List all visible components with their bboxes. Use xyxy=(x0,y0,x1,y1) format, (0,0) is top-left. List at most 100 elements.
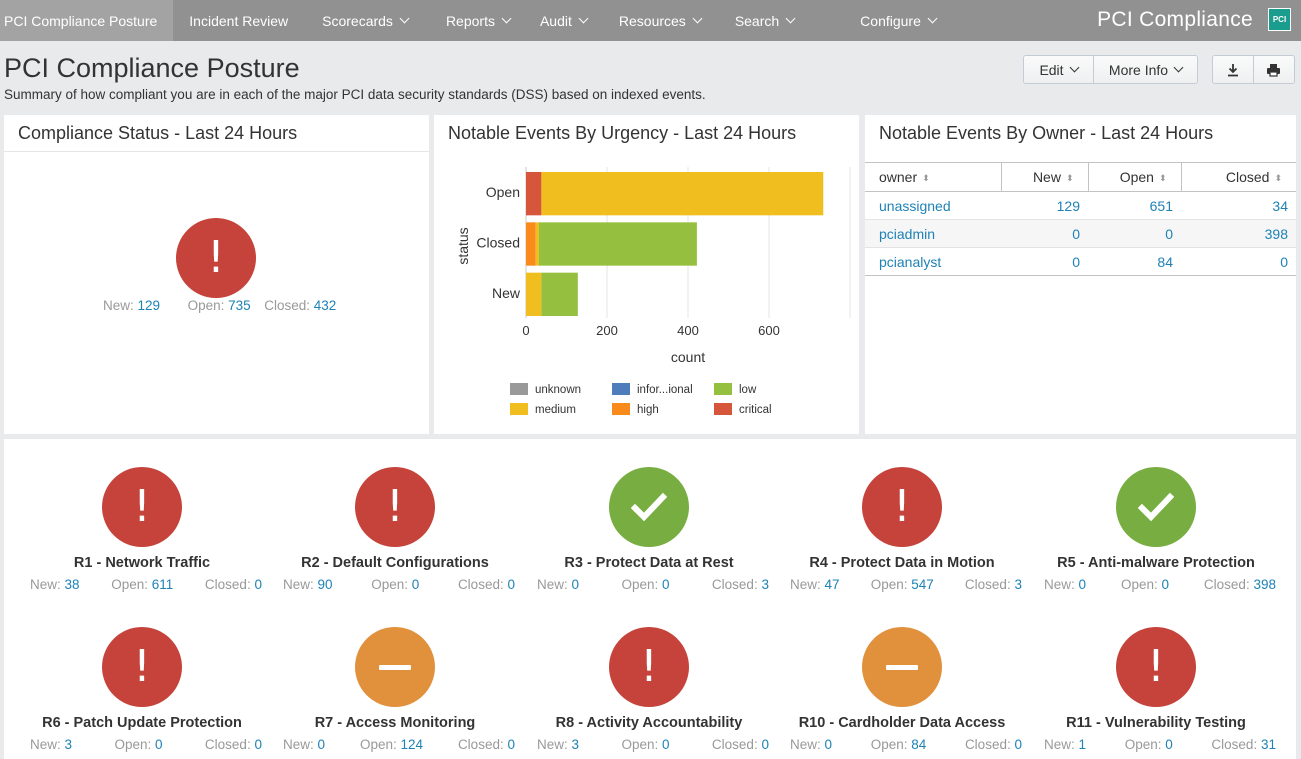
open-cell[interactable]: 651 xyxy=(1088,191,1181,220)
nav-item-scorecards[interactable]: Scorecards xyxy=(304,0,424,41)
open-count-value[interactable]: 0 xyxy=(155,737,163,752)
more-info-button[interactable]: More Info xyxy=(1094,56,1197,83)
closed-count-value[interactable]: 0 xyxy=(761,737,769,752)
legend-label[interactable]: high xyxy=(637,404,659,416)
requirement-counts: New: 38 Open: 611 Closed: 0 xyxy=(30,577,262,592)
x-tick-label: 600 xyxy=(758,323,780,338)
requirement-status-indicator: ! xyxy=(355,467,435,547)
column-header-new[interactable]: New ⬍ xyxy=(1001,162,1089,192)
nav-item-reports[interactable]: Reports xyxy=(424,0,526,41)
open-count-value[interactable]: 611 xyxy=(151,577,174,592)
closed-count-value[interactable]: 0 xyxy=(254,737,262,752)
exclamation-icon: ! xyxy=(133,641,151,692)
new-count-value[interactable]: 0 xyxy=(317,737,326,752)
open-count-value[interactable]: 0 xyxy=(662,737,670,752)
requirement-name: R7 - Access Monitoring xyxy=(314,715,476,731)
nav-item-incident-review[interactable]: Incident Review xyxy=(173,0,304,41)
open-count-label: Open: xyxy=(621,577,659,592)
closed-count-value[interactable]: 3 xyxy=(761,577,769,592)
new-count-value[interactable]: 38 xyxy=(64,577,80,592)
new-cell[interactable]: 0 xyxy=(1001,247,1088,276)
nav-item-configure[interactable]: Configure xyxy=(810,0,952,41)
edit-button[interactable]: Edit xyxy=(1024,56,1094,83)
nav-item-label: Reports xyxy=(445,12,495,29)
closed-count-value[interactable]: 3 xyxy=(1014,577,1022,592)
owner-cell[interactable]: pcianalyst xyxy=(865,247,1001,276)
open-count-value[interactable]: 0 xyxy=(1165,737,1173,752)
closed-cell[interactable]: 34 xyxy=(1181,191,1296,220)
bar-segment[interactable] xyxy=(541,272,578,316)
closed-count-value[interactable]: 0 xyxy=(507,737,515,752)
bar-segment[interactable] xyxy=(535,222,539,266)
open-count-value[interactable]: 735 xyxy=(228,298,251,313)
open-count-value[interactable]: 0 xyxy=(411,577,420,592)
nav-item-search[interactable]: Search xyxy=(717,0,810,41)
bar-segment[interactable] xyxy=(526,272,542,316)
new-count-value[interactable]: 0 xyxy=(1078,577,1087,592)
legend-label[interactable]: medium xyxy=(535,404,576,416)
open-count-value[interactable]: 547 xyxy=(911,577,934,592)
closed-count-value[interactable]: 398 xyxy=(1253,577,1276,592)
requirement-name: R6 - Patch Update Protection xyxy=(42,715,242,731)
panel-divider xyxy=(4,151,429,152)
closed-count-value[interactable]: 0 xyxy=(254,577,262,592)
closed-cell[interactable]: 0 xyxy=(1181,247,1296,276)
legend-label[interactable]: low xyxy=(739,384,757,396)
new-count-label: New: xyxy=(30,577,61,592)
legend-label[interactable]: infor...ional xyxy=(637,384,693,396)
chevron-down-icon xyxy=(1173,62,1184,72)
export-actions xyxy=(1212,55,1295,84)
new-count-value[interactable]: 3 xyxy=(571,737,580,752)
urgency-bar-chart: 0 200 400 600 Open Closed New count status un… xyxy=(455,167,851,416)
new-count-value[interactable]: 0 xyxy=(824,737,833,752)
chevron-down-icon xyxy=(692,13,703,23)
open-count-label: Open: xyxy=(621,737,659,752)
closed-count-value[interactable]: 0 xyxy=(1014,737,1022,752)
legend-label[interactable]: unknown xyxy=(535,384,581,396)
open-cell[interactable]: 84 xyxy=(1088,247,1181,276)
closed-count-value[interactable]: 31 xyxy=(1260,737,1276,752)
new-count-value[interactable]: 1 xyxy=(1078,737,1087,752)
new-count-value[interactable]: 3 xyxy=(64,737,73,752)
requirement-counts: New: 0 Open: 84 Closed: 0 xyxy=(790,737,1022,752)
column-header-closed[interactable]: Closed ⬍ xyxy=(1181,162,1296,192)
nav-item-pci-compliance-posture[interactable]: PCI Compliance Posture xyxy=(0,0,174,41)
bar-segment[interactable] xyxy=(541,172,824,216)
new-cell[interactable]: 0 xyxy=(1001,219,1088,248)
nav-item-resources[interactable]: Resources xyxy=(603,0,717,41)
minus-icon xyxy=(886,664,918,670)
export-button[interactable] xyxy=(1213,56,1254,83)
open-cell[interactable]: 0 xyxy=(1088,219,1181,248)
chevron-down-icon xyxy=(578,13,589,23)
print-button[interactable] xyxy=(1253,56,1294,83)
column-header-open[interactable]: Open ⬍ xyxy=(1088,162,1182,192)
nav-item-audit[interactable]: Audit xyxy=(526,0,603,41)
closed-cell[interactable]: 398 xyxy=(1181,219,1296,248)
closed-count-label: Closed: xyxy=(204,737,251,752)
bar-segment[interactable] xyxy=(526,172,542,216)
pci-app-logo[interactable]: PCI xyxy=(1268,8,1291,31)
chevron-down-icon xyxy=(927,13,938,23)
requirement-counts: New: 90 Open: 0 Closed: 0 xyxy=(283,577,515,592)
compliance-status-panel: Compliance Status - Last 24 Hours ! New:… xyxy=(4,115,429,434)
new-cell[interactable]: 129 xyxy=(1001,191,1088,220)
open-count-value[interactable]: 124 xyxy=(400,737,424,752)
closed-count-value[interactable]: 0 xyxy=(507,577,515,592)
new-count-value[interactable]: 47 xyxy=(824,577,840,592)
open-count-value[interactable]: 0 xyxy=(662,577,670,592)
closed-count-value[interactable]: 432 xyxy=(313,298,337,313)
new-count-value[interactable]: 90 xyxy=(317,577,333,592)
chevron-down-icon xyxy=(399,13,410,23)
owner-cell[interactable]: pciadmin xyxy=(865,219,1001,248)
column-header-owner[interactable]: owner ⬍ xyxy=(865,162,1002,192)
requirements-panel: ! R1 - Network Traffic New: 38 Open: 611 Clo… xyxy=(4,439,1296,759)
requirement-counts: New: 0 Open: 0 Closed: 3 xyxy=(537,577,769,592)
open-count-value[interactable]: 0 xyxy=(1161,577,1170,592)
legend-label[interactable]: critical xyxy=(739,404,772,416)
new-count-value[interactable]: 129 xyxy=(137,298,161,313)
bar-segment[interactable] xyxy=(526,222,536,266)
open-count-value[interactable]: 84 xyxy=(911,737,927,752)
new-count-value[interactable]: 0 xyxy=(571,577,580,592)
bar-segment[interactable] xyxy=(538,222,697,266)
owner-cell[interactable]: unassigned xyxy=(865,191,1001,220)
